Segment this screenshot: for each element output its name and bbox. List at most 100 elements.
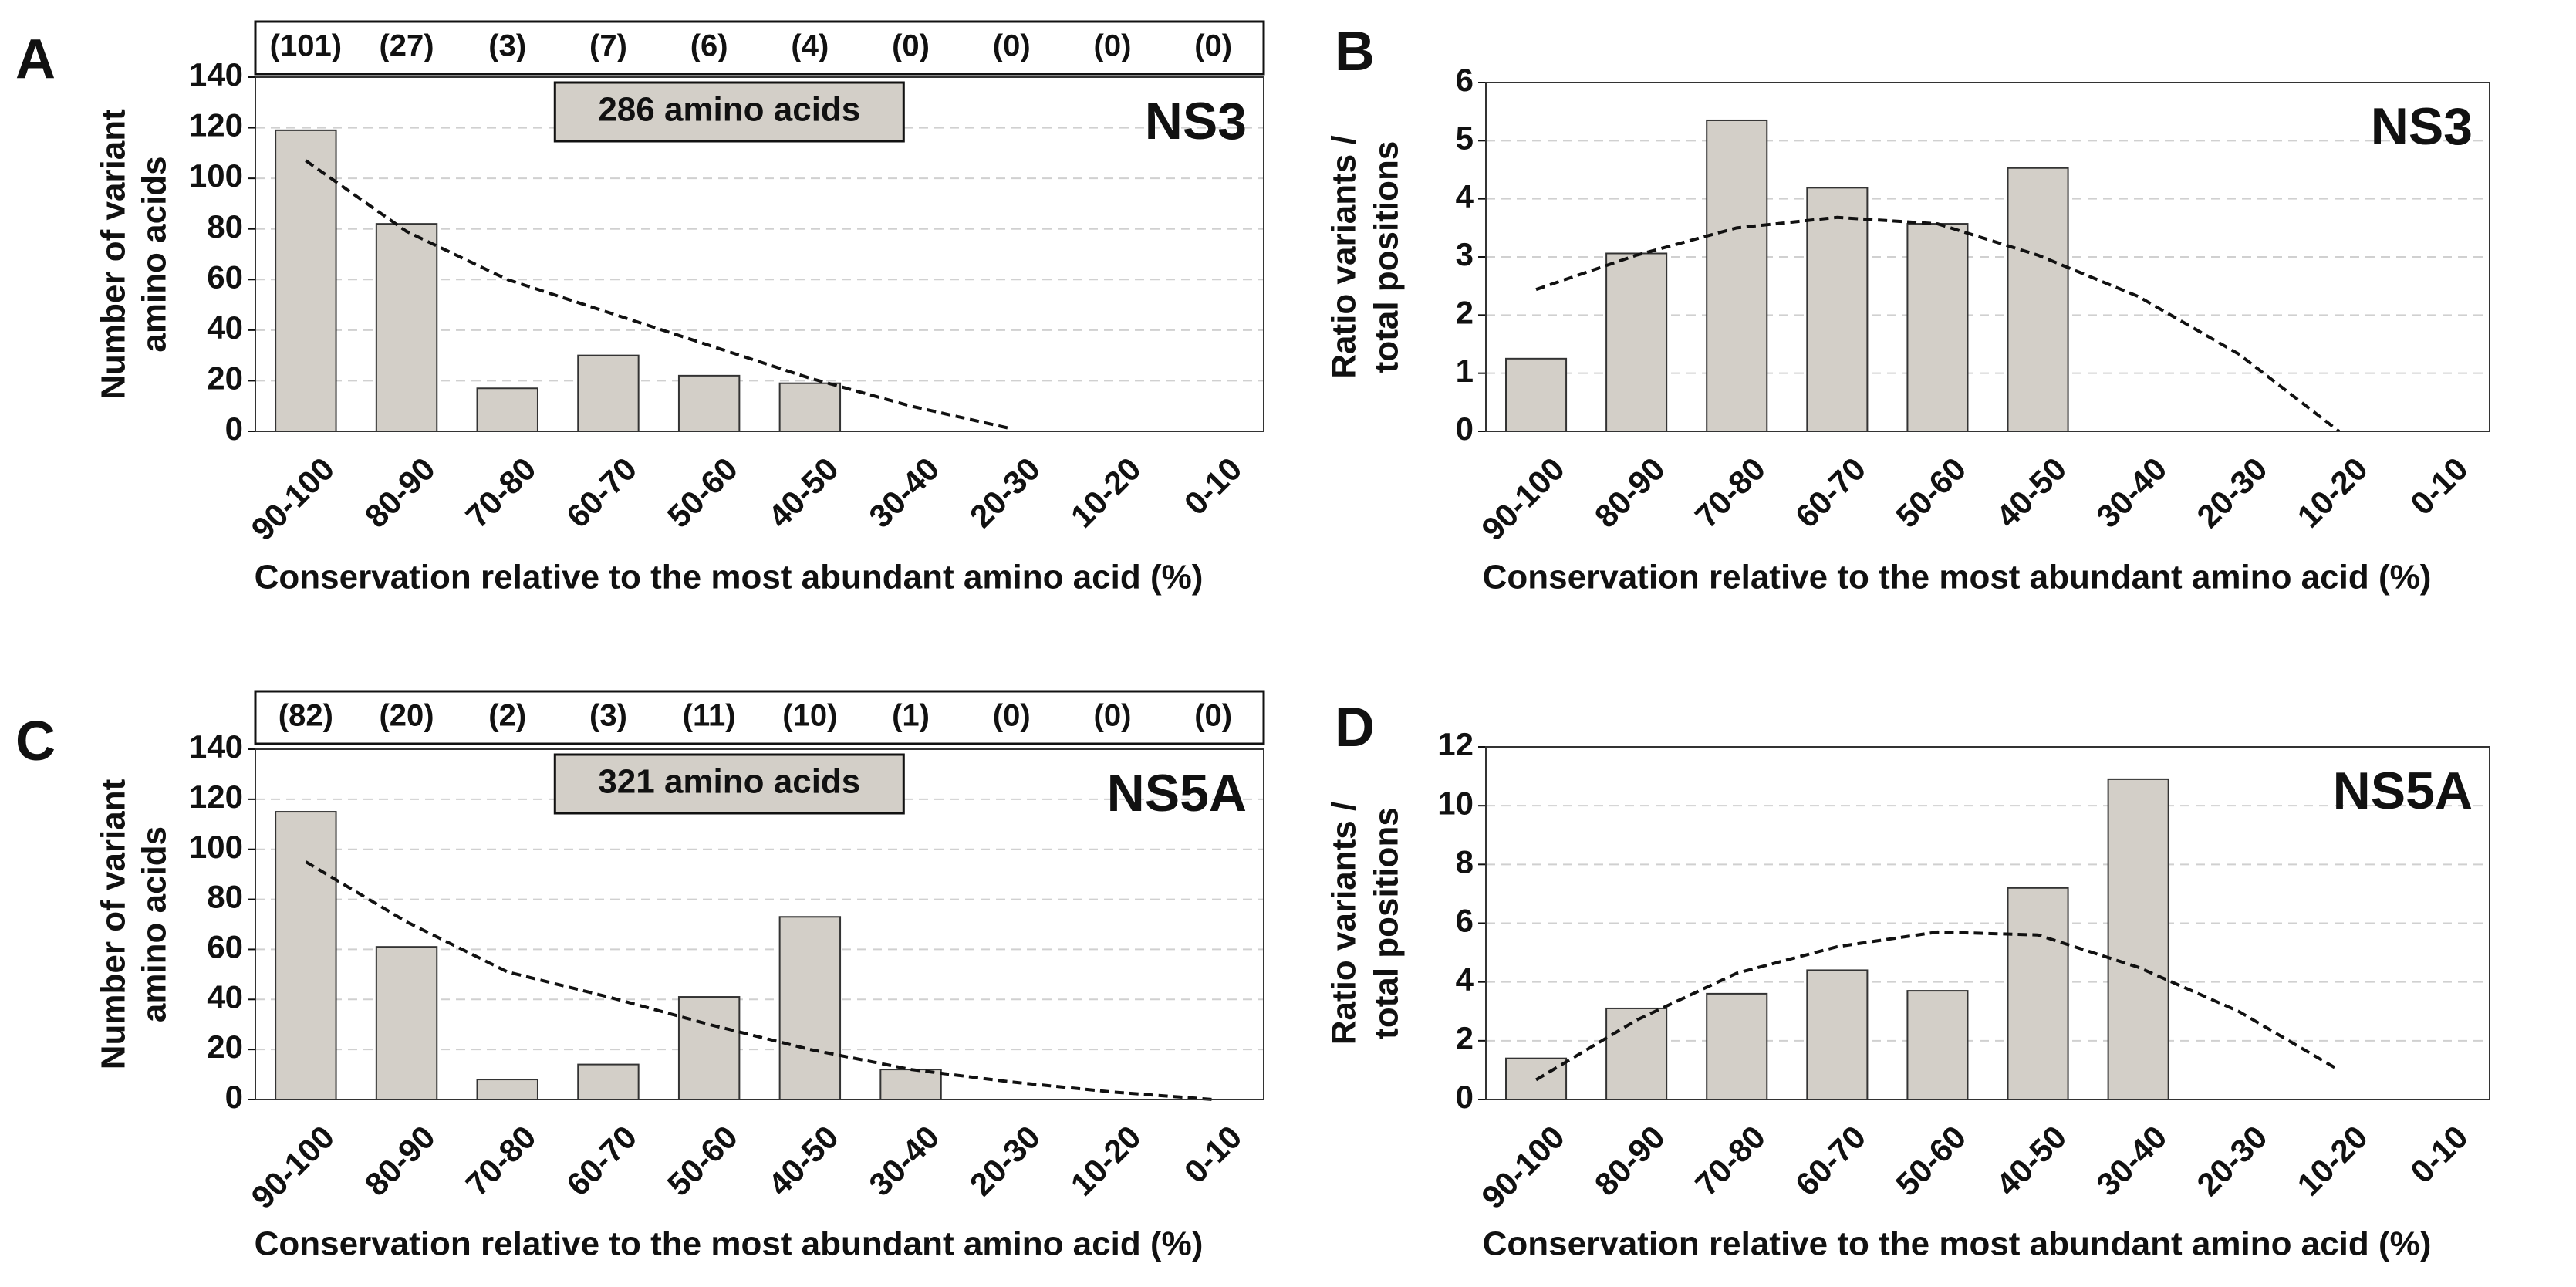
panel-title: NS3 <box>2371 97 2473 156</box>
annotation-box <box>553 753 905 815</box>
x-tick-label: 70-80 <box>1688 451 1772 535</box>
x-tick-label: 90-100 <box>1474 451 1572 548</box>
x-tick-label: 40-50 <box>761 1119 846 1203</box>
count-label: (20) <box>379 699 434 733</box>
x-tick-label: 40-50 <box>1989 451 2073 535</box>
x-axis-title: Conservation relative to the most abunda… <box>1483 1225 2432 1263</box>
bar <box>2107 778 2169 1100</box>
x-tick-label: 60-70 <box>1788 1119 1872 1203</box>
bar <box>275 811 337 1100</box>
bar <box>677 996 741 1100</box>
y-axis-title: total positions <box>1368 807 1406 1039</box>
x-tick-label: 50-60 <box>1889 1119 1973 1203</box>
y-tick-label: 10 <box>1437 785 1474 821</box>
y-tick-label: 20 <box>207 1029 243 1065</box>
bar <box>677 374 741 432</box>
y-tick-label: 6 <box>1456 62 1474 98</box>
count-label: (0) <box>1094 29 1132 63</box>
annotation-box <box>553 81 905 143</box>
count-label: (2) <box>488 699 526 733</box>
y-tick-label: 40 <box>207 309 243 346</box>
y-tick-label: 0 <box>1456 410 1474 447</box>
panel-label: B <box>1335 21 1375 83</box>
bar <box>1806 969 1869 1101</box>
x-tick-label: 60-70 <box>559 1119 643 1203</box>
count-label: (0) <box>993 699 1031 733</box>
y-tick-label: 0 <box>225 1079 243 1115</box>
y-tick-label: 120 <box>189 779 243 815</box>
y-axis-title: Ratio variants / <box>1325 802 1363 1045</box>
count-label: (3) <box>589 699 627 733</box>
panel-title: NS5A <box>2333 762 2473 820</box>
bar <box>1605 252 1668 433</box>
x-tick-label: 80-90 <box>358 451 442 535</box>
bar <box>1505 357 1568 433</box>
y-tick-label: 2 <box>1456 294 1474 330</box>
bar <box>879 1069 942 1100</box>
y-tick-label: 140 <box>189 728 243 765</box>
x-tick-label: 20-30 <box>2189 451 2274 535</box>
y-tick-label: 5 <box>1456 120 1474 156</box>
bar <box>778 916 842 1101</box>
plot-frame <box>255 76 1264 432</box>
bar <box>476 1079 538 1100</box>
bar <box>1806 187 1869 432</box>
y-tick-label: 100 <box>189 157 243 194</box>
plot-frame <box>255 748 1264 1100</box>
x-tick-label: 10-20 <box>1064 1119 1148 1203</box>
count-label: (3) <box>488 29 526 63</box>
x-tick-label: 50-60 <box>660 1119 744 1203</box>
y-tick-label: 40 <box>207 978 243 1015</box>
count-label: (82) <box>279 699 333 733</box>
x-tick-label: 50-60 <box>1889 451 1973 535</box>
y-axis-title: Number of variant <box>95 109 133 400</box>
bar <box>1706 119 1768 432</box>
x-tick-label: 10-20 <box>2291 451 2375 535</box>
x-tick-label: 90-100 <box>245 1119 342 1216</box>
y-tick-label: 1 <box>1456 353 1474 389</box>
y-axis-title: Ratio variants / <box>1325 135 1363 378</box>
bar <box>275 129 337 432</box>
count-label: (0) <box>1094 699 1132 733</box>
x-axis-title: Conservation relative to the most abunda… <box>255 559 1204 596</box>
count-label: (0) <box>993 29 1031 63</box>
count-label: (7) <box>589 29 627 63</box>
count-label: (4) <box>791 29 829 63</box>
bar <box>778 382 842 433</box>
count-label: (0) <box>1194 29 1232 63</box>
count-label: (0) <box>892 29 930 63</box>
x-tick-label: 40-50 <box>761 451 846 535</box>
x-tick-label: 90-100 <box>1474 1119 1572 1216</box>
y-tick-label: 80 <box>207 879 243 915</box>
y-tick-label: 140 <box>189 56 243 93</box>
y-axis-title: Number of variant <box>95 779 133 1069</box>
y-tick-label: 3 <box>1456 236 1474 272</box>
y-tick-label: 2 <box>1456 1020 1474 1056</box>
count-box <box>254 20 1265 76</box>
x-tick-label: 80-90 <box>1588 451 1672 535</box>
bar <box>1906 223 1969 432</box>
count-label: (6) <box>690 29 728 63</box>
x-tick-label: 50-60 <box>660 451 744 535</box>
panel-label: C <box>15 711 56 772</box>
bar <box>375 946 438 1100</box>
y-tick-label: 0 <box>225 410 243 447</box>
y-tick-label: 60 <box>207 929 243 965</box>
x-tick-label: 0-10 <box>1177 1119 1249 1191</box>
x-tick-label: 80-90 <box>358 1119 442 1203</box>
count-box <box>254 690 1265 745</box>
x-axis-title: Conservation relative to the most abunda… <box>255 1225 1204 1263</box>
plot-frame <box>1485 746 2490 1100</box>
x-tick-label: 0-10 <box>1177 451 1249 522</box>
bar <box>2007 167 2069 433</box>
x-tick-label: 20-30 <box>2189 1119 2274 1203</box>
y-tick-label: 80 <box>207 208 243 245</box>
y-axis-title: amino acids <box>136 156 174 352</box>
x-tick-label: 80-90 <box>1588 1119 1672 1203</box>
y-tick-label: 12 <box>1437 726 1474 762</box>
bar <box>2007 887 2069 1101</box>
x-tick-label: 60-70 <box>559 451 643 535</box>
panel-title: NS5A <box>1107 764 1247 823</box>
y-tick-label: 4 <box>1456 178 1474 214</box>
x-tick-label: 70-80 <box>1688 1119 1772 1203</box>
